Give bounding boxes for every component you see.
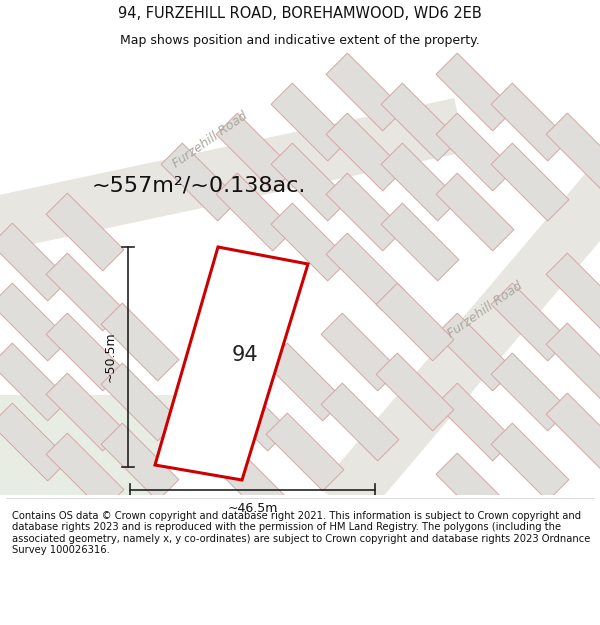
Polygon shape	[101, 363, 179, 441]
Polygon shape	[436, 313, 514, 391]
Polygon shape	[161, 143, 239, 221]
Polygon shape	[491, 83, 569, 161]
Text: Map shows position and indicative extent of the property.: Map shows position and indicative extent…	[120, 34, 480, 47]
Polygon shape	[376, 283, 454, 361]
Polygon shape	[271, 203, 349, 281]
Polygon shape	[46, 193, 124, 271]
Polygon shape	[101, 303, 179, 381]
Text: ~50.5m: ~50.5m	[104, 332, 116, 382]
Polygon shape	[326, 113, 404, 191]
Polygon shape	[46, 373, 124, 451]
Polygon shape	[0, 395, 180, 495]
Polygon shape	[491, 283, 569, 361]
Polygon shape	[546, 393, 600, 471]
Polygon shape	[326, 233, 404, 311]
Polygon shape	[319, 158, 600, 522]
Polygon shape	[381, 203, 459, 281]
Text: ~557m²/~0.138ac.: ~557m²/~0.138ac.	[92, 175, 307, 195]
Polygon shape	[0, 98, 466, 252]
Polygon shape	[436, 383, 514, 461]
Polygon shape	[216, 113, 294, 191]
Polygon shape	[211, 443, 289, 521]
Polygon shape	[0, 403, 69, 481]
Polygon shape	[436, 453, 514, 531]
Text: 94: 94	[232, 345, 259, 365]
Text: Contains OS data © Crown copyright and database right 2021. This information is : Contains OS data © Crown copyright and d…	[12, 511, 590, 556]
Polygon shape	[491, 353, 569, 431]
Polygon shape	[546, 253, 600, 331]
Polygon shape	[266, 413, 344, 491]
Polygon shape	[46, 433, 124, 511]
Polygon shape	[436, 173, 514, 251]
Polygon shape	[101, 423, 179, 501]
Polygon shape	[46, 253, 124, 331]
Polygon shape	[491, 143, 569, 221]
Polygon shape	[271, 83, 349, 161]
Polygon shape	[0, 343, 69, 421]
Polygon shape	[155, 247, 308, 480]
Polygon shape	[271, 143, 349, 221]
Polygon shape	[46, 313, 124, 391]
Polygon shape	[326, 173, 404, 251]
Polygon shape	[376, 353, 454, 431]
Polygon shape	[381, 83, 459, 161]
Polygon shape	[266, 343, 344, 421]
Polygon shape	[381, 143, 459, 221]
Polygon shape	[436, 53, 514, 131]
Polygon shape	[321, 313, 399, 391]
Polygon shape	[436, 113, 514, 191]
Text: ~46.5m: ~46.5m	[227, 501, 278, 514]
Polygon shape	[326, 53, 404, 131]
Polygon shape	[216, 173, 294, 251]
Polygon shape	[211, 373, 289, 451]
Text: Furzehill Road: Furzehill Road	[170, 109, 250, 171]
Polygon shape	[0, 223, 69, 301]
Polygon shape	[321, 383, 399, 461]
Polygon shape	[546, 113, 600, 191]
Polygon shape	[0, 283, 69, 361]
Text: Furzehill Road: Furzehill Road	[445, 279, 525, 341]
Text: 94, FURZEHILL ROAD, BOREHAMWOOD, WD6 2EB: 94, FURZEHILL ROAD, BOREHAMWOOD, WD6 2EB	[118, 6, 482, 21]
Polygon shape	[546, 323, 600, 401]
Polygon shape	[491, 423, 569, 501]
